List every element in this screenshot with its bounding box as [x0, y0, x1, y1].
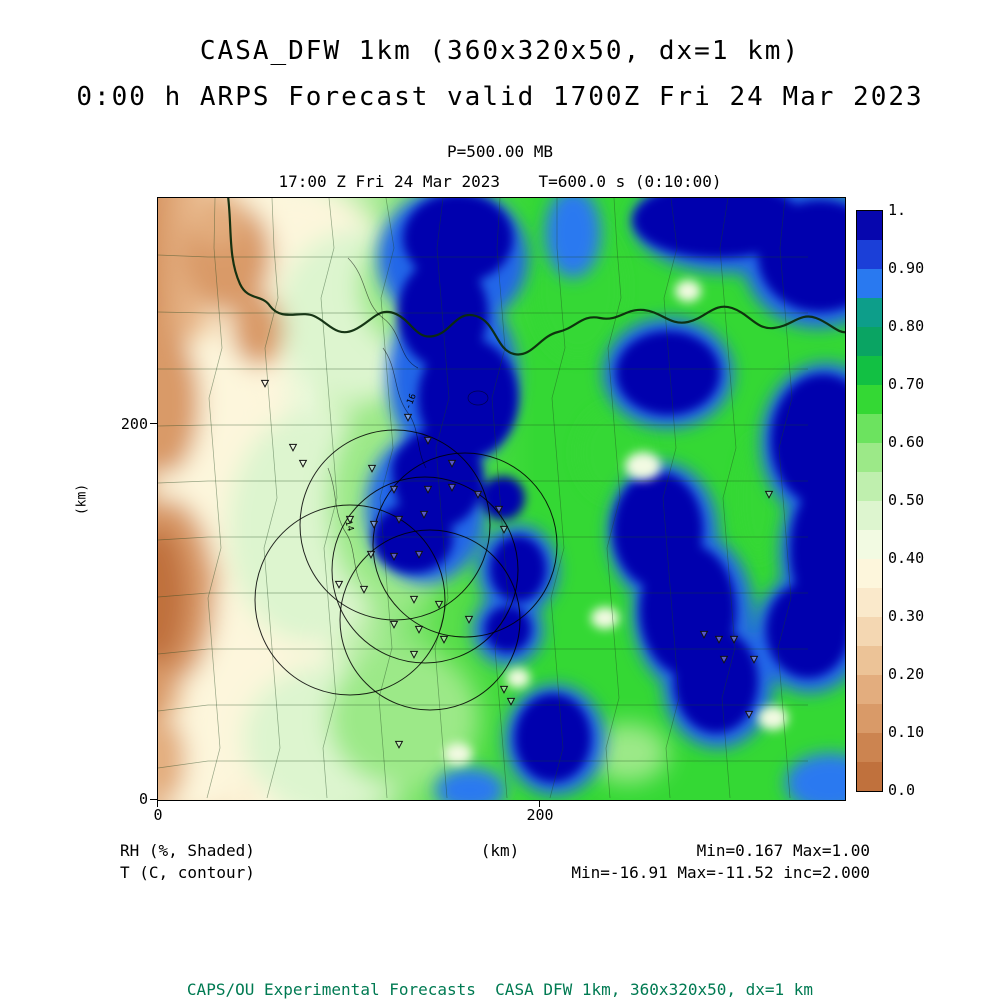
- x-tick-200: 200: [526, 806, 554, 824]
- x-tickmark-0: [157, 801, 158, 807]
- rh-pale-spots: [444, 280, 788, 765]
- y-tickmark-0: [150, 799, 157, 800]
- radar-range-circles: [254, 429, 558, 711]
- y-tick-0: 0: [138, 790, 148, 808]
- page-title: CASA_DFW 1km (360x320x50, dx=1 km): [199, 36, 801, 66]
- station-markers: [260, 379, 774, 749]
- county-lines: [158, 198, 808, 799]
- pressure-level-label: P=500.00 MB: [447, 142, 553, 161]
- x-axis-label: (km): [480, 841, 520, 860]
- y-tick-200: 200: [120, 415, 148, 433]
- page-subtitle: 0:00 h ARPS Forecast valid 1700Z Fri 24 …: [76, 82, 924, 112]
- y-tickmark-200: [150, 423, 157, 424]
- contour-field-stats: Min=-16.91 Max=-11.52 inc=2.000: [571, 863, 870, 882]
- x-tick-0: 0: [153, 806, 163, 824]
- y-axis-label: (km): [74, 483, 90, 516]
- colorbar-ticks: 1. 0.90 0.80 0.70 0.60 0.50 0.40 0.30 0.20 0.10 0.…: [888, 201, 925, 799]
- shaded-field-stats: Min=0.167 Max=1.00: [696, 841, 870, 860]
- footer-credit: CAPS/OU Experimental Forecasts CASA DFW …: [186, 980, 814, 999]
- shaded-field-label: RH (%, Shaded): [120, 841, 255, 860]
- temp-contour-label-14: -14: [341, 514, 355, 532]
- valid-time-label: 17:00 Z Fri 24 Mar 2023 T=600.0 s (0:10:…: [278, 172, 722, 191]
- rh-saturated-cores: [373, 198, 845, 782]
- contour-field-label: T (C, contour): [120, 863, 255, 882]
- map-plot: -16 -14: [157, 197, 846, 801]
- colorbar: [856, 210, 883, 792]
- x-tickmark-200: [539, 801, 540, 807]
- colorbar-segments: [857, 211, 882, 791]
- state-border-line: [227, 198, 845, 356]
- rh-shaded-map: -16 -14: [158, 198, 845, 800]
